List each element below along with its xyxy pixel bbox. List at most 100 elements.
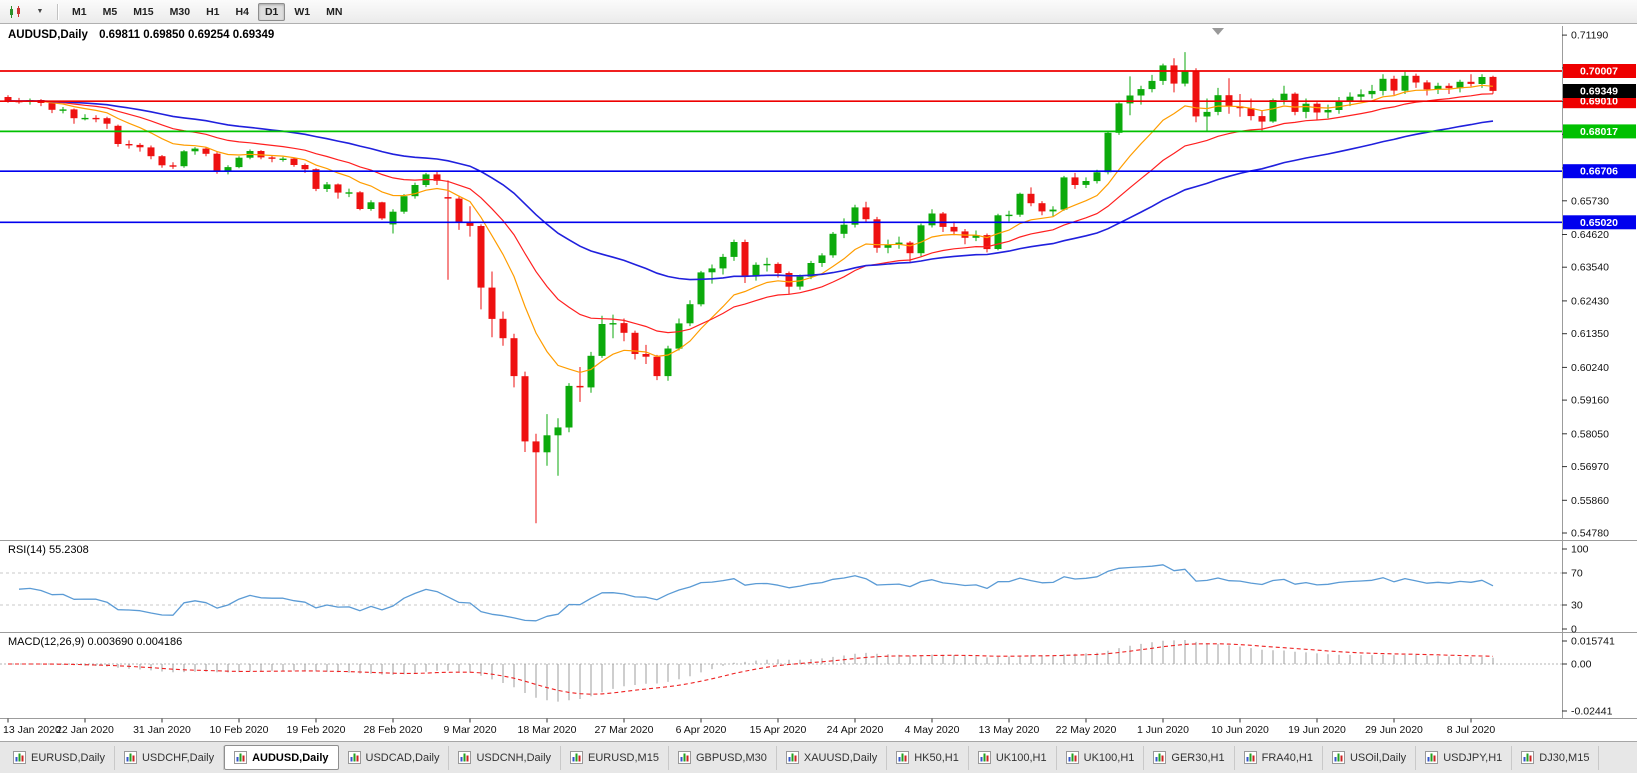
mini-chart-icon	[234, 751, 248, 764]
candle	[59, 109, 67, 111]
timeframe-button-mn[interactable]: MN	[326, 5, 343, 18]
chart-tab-usdjpy-h1[interactable]: USDJPY,H1	[1416, 745, 1513, 770]
chart-tab-usdcad-daily[interactable]: USDCAD,Daily	[339, 745, 450, 770]
candle	[1324, 110, 1332, 113]
price-tick-label: 0.59160	[1571, 395, 1609, 407]
price-tick-label: 0.65730	[1571, 195, 1609, 207]
macd-tick-label: 0.015741	[1571, 636, 1615, 648]
candle	[1060, 177, 1068, 210]
candle	[917, 225, 925, 254]
chart-tab-gbpusd-m30[interactable]: GBPUSD,M30	[669, 745, 777, 770]
candle	[796, 276, 804, 287]
candle	[1049, 209, 1057, 212]
candle	[554, 427, 562, 436]
timeframe-button-w1[interactable]: W1	[294, 5, 311, 18]
chart-tab-label: AUDUSD,Daily	[252, 751, 329, 764]
mini-chart-icon	[896, 751, 910, 764]
timeframe-dropdown-button[interactable]: ▼	[29, 3, 51, 21]
timeframe-button-h1[interactable]: H1	[206, 5, 220, 18]
candle	[1203, 111, 1211, 117]
candle	[675, 323, 683, 349]
date-label: 6 Apr 2020	[676, 724, 727, 736]
candle	[697, 272, 705, 305]
chart-tab-uk100-h1[interactable]: UK100,H1	[969, 745, 1057, 770]
candle	[466, 222, 474, 226]
candle	[103, 118, 111, 124]
candle	[1335, 100, 1343, 110]
candle	[1291, 93, 1299, 112]
candle	[576, 385, 584, 388]
chart-tab-label: EURUSD,M15	[588, 751, 659, 764]
timeframe-button-d1[interactable]: D1	[257, 2, 286, 21]
date-label: 13 Jan 2020	[3, 724, 61, 736]
timeframe-button-m30[interactable]: M30	[169, 5, 191, 18]
chart-tab-audusd-daily[interactable]: AUDUSD,Daily	[224, 745, 339, 770]
candle	[1269, 100, 1277, 122]
chart-tab-dj30-m15[interactable]: DJ30,M15	[1512, 745, 1600, 770]
candle	[1247, 108, 1255, 117]
price-tick-label: 0.60240	[1571, 362, 1609, 374]
chart-tab-eurusd-daily[interactable]: EURUSD,Daily	[4, 745, 115, 770]
chart-type-button[interactable]	[5, 3, 27, 21]
candle	[1390, 78, 1398, 91]
rsi-tick-label: 70	[1571, 568, 1583, 580]
candle	[290, 158, 298, 165]
rsi-indicator-label: RSI(14) 55.2308	[8, 544, 89, 556]
timeframe-button-m1[interactable]: M1	[72, 5, 87, 18]
candle	[763, 263, 771, 266]
chart-plot-area[interactable]	[0, 26, 1637, 741]
date-label: 15 Apr 2020	[750, 724, 807, 736]
chart-tab-fra40-h1[interactable]: FRA40,H1	[1235, 745, 1323, 770]
price-level-text: 0.70007	[1580, 66, 1618, 78]
candle	[323, 184, 331, 189]
date-label: 28 Feb 2020	[364, 724, 423, 736]
chart-tab-ger30-h1[interactable]: GER30,H1	[1144, 745, 1235, 770]
mini-chart-icon	[1243, 751, 1257, 764]
candle	[1126, 95, 1134, 104]
chart-tab-usdcnh-daily[interactable]: USDCNH,Daily	[449, 745, 562, 770]
candle	[400, 196, 408, 212]
price-axis[interactable]	[1562, 26, 1637, 718]
candle	[1357, 94, 1365, 97]
price-level-box	[1563, 64, 1636, 78]
chart-tab-label: EURUSD,Daily	[31, 751, 105, 764]
candle	[1445, 85, 1453, 89]
chart-tab-bar: EURUSD,Daily USDCHF,Daily AUDUSD,Daily USDC…	[0, 741, 1637, 773]
candle	[708, 268, 716, 273]
chart-tab-usoil-daily[interactable]: USOil,Daily	[1323, 745, 1417, 770]
timeframe-button-m15[interactable]: M15	[133, 5, 154, 18]
toolbar: ▼ M1 M5 M15 M30 H1 H4 D1 W1 MN	[0, 0, 1637, 24]
timeframe-button-h4[interactable]: H4	[235, 5, 249, 18]
time-axis[interactable]	[0, 719, 1562, 741]
candle	[587, 355, 595, 388]
timeframe-button-m5[interactable]: M5	[102, 5, 118, 18]
chart-tab-hk50-h1[interactable]: HK50,H1	[887, 745, 969, 770]
chart-tab-eurusd-m15[interactable]: EURUSD,M15	[561, 745, 669, 770]
candle	[224, 167, 232, 172]
chart-title: AUDUSD,Daily 0.69811 0.69850 0.69254 0.6…	[8, 29, 274, 41]
chart-tab-label: UK100,H1	[995, 751, 1047, 764]
macd-tick-label: 0.00	[1571, 659, 1592, 671]
chart-shift-marker[interactable]	[1212, 28, 1224, 35]
candle	[928, 213, 936, 226]
chart-tab-usdchf-daily[interactable]: USDCHF,Daily	[115, 745, 225, 770]
date-label: 13 May 2020	[979, 724, 1040, 736]
price-tick-label: 0.58050	[1571, 428, 1609, 440]
candle	[1236, 106, 1244, 109]
candle	[730, 242, 738, 257]
candle	[389, 211, 397, 225]
mini-chart-icon	[1425, 751, 1439, 764]
candle	[884, 244, 892, 248]
chart-tab-xauusd-daily[interactable]: XAUUSD,Daily	[777, 745, 888, 770]
chart-tab-uk100-h1[interactable]: UK100,H1	[1057, 745, 1145, 770]
chart-tab-label: HK50,H1	[914, 751, 959, 764]
macd-histogram	[40, 640, 1494, 702]
candle	[1148, 80, 1156, 90]
candle	[983, 235, 991, 250]
date-label: 4 May 2020	[905, 724, 960, 736]
rsi-tick-label: 0	[1571, 624, 1577, 636]
candle	[1434, 85, 1442, 90]
mini-chart-icon	[677, 751, 691, 764]
price-level-text: 0.65020	[1580, 217, 1618, 229]
